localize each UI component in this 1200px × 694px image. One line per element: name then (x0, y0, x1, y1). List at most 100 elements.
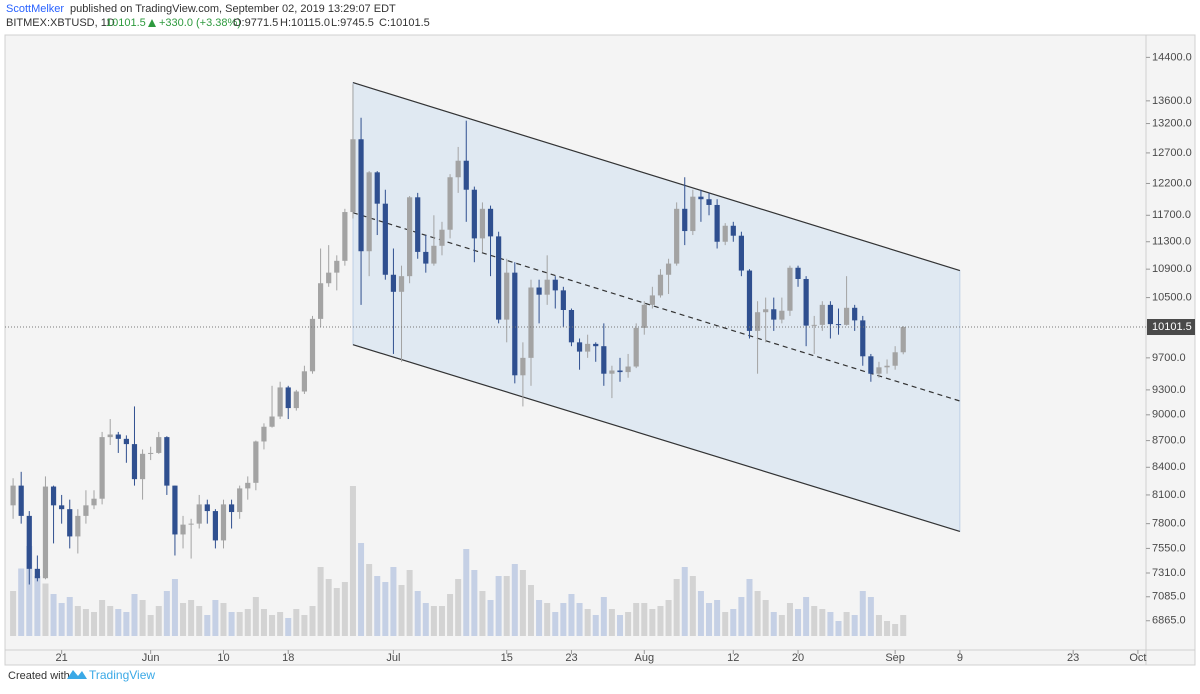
volume-bar (171, 579, 178, 636)
volume-bar (503, 576, 510, 636)
x-tick-label: 9 (957, 652, 963, 664)
volume-bar (455, 579, 462, 636)
candle-body (439, 229, 445, 246)
volume-bar (770, 612, 777, 636)
volume-bar (827, 612, 834, 636)
y-tick-label: 8400.0 (1152, 461, 1186, 473)
candle-body (301, 371, 308, 392)
candle-body (738, 235, 744, 271)
candle-body (75, 515, 81, 537)
candle-body (115, 434, 121, 439)
candle-body (91, 498, 97, 506)
candle-body (10, 485, 16, 506)
last-price-label: 10101.5 (1152, 321, 1192, 333)
volume-bar (438, 606, 445, 636)
volume-bar (414, 591, 421, 636)
candle-body (285, 387, 291, 409)
volume-bar (649, 609, 656, 636)
x-tick-label: Jun (142, 652, 160, 664)
candle-body (326, 272, 332, 284)
candle-body (487, 208, 494, 237)
volume-bar (430, 606, 437, 636)
last-price-box (1147, 319, 1195, 336)
candle-body (382, 203, 388, 275)
volume-bar (762, 600, 769, 636)
x-tick-label: 23 (565, 652, 577, 664)
candle-body (358, 139, 364, 252)
ohlc-low: L:9745.5 (331, 17, 374, 29)
footer-created: Created with (8, 670, 70, 682)
candle-body (852, 307, 858, 321)
candle-body (884, 365, 890, 368)
candle-body (309, 318, 316, 372)
candle-body (698, 196, 704, 200)
volume-bar (228, 612, 235, 636)
candle-body (269, 416, 275, 427)
volume-bar (560, 603, 567, 636)
logo (67, 670, 87, 679)
volume-bar (293, 609, 300, 636)
volume-bar (107, 606, 114, 636)
author[interactable]: ScottMelker (6, 3, 64, 15)
candle-body (99, 437, 105, 499)
candle-body (415, 197, 421, 252)
volume-bar (568, 594, 575, 636)
y-tick-label: 7310.0 (1152, 567, 1186, 579)
volume-bar (285, 618, 292, 636)
candle-body (771, 309, 777, 320)
volume-bar (819, 609, 826, 636)
volume-bar (527, 585, 534, 636)
y-tick-label: 7800.0 (1152, 518, 1186, 530)
y-tick-label: 11700.0 (1152, 209, 1191, 221)
y-tick-label: 12200.0 (1152, 177, 1192, 189)
candle-body (123, 438, 129, 445)
y-tick-label: 14400.0 (1152, 51, 1192, 63)
volume-bar (859, 591, 866, 636)
volume-bar (358, 543, 365, 636)
candle-body (172, 485, 178, 535)
candle-body (204, 504, 210, 512)
volume-bar (544, 603, 551, 636)
volume-bar (18, 568, 25, 636)
volume-bar (422, 603, 429, 636)
x-tick-label: 15 (501, 652, 513, 664)
volume-bar (188, 600, 195, 636)
volume-bar (333, 588, 340, 636)
volume-bar (463, 549, 470, 636)
y-tick-label: 11300.0 (1152, 236, 1191, 248)
candle-body (803, 278, 809, 326)
candle-body (188, 523, 194, 525)
volume-bar (722, 612, 729, 636)
volume-bar (220, 603, 227, 636)
y-tick-label: 7550.0 (1152, 542, 1186, 554)
volume-bar (625, 612, 632, 636)
volume-bar (811, 606, 818, 636)
volume-bar (26, 546, 33, 636)
volume-bar (536, 600, 543, 636)
volume-bar (633, 603, 640, 636)
published: published on TradingView.com, September … (70, 3, 396, 15)
ohlc-close: C:10101.5 (379, 17, 430, 29)
candle-body (860, 320, 866, 357)
y-tick-label: 10500.0 (1152, 291, 1192, 303)
candle-body (334, 260, 340, 273)
candle-body (876, 367, 882, 374)
candle-body (67, 509, 73, 537)
volume-bar (495, 576, 502, 636)
volume-bar (382, 582, 389, 636)
volume-bar (608, 609, 615, 636)
candle-body (512, 272, 518, 376)
volume-bar (471, 570, 478, 636)
candle-body (34, 568, 40, 579)
candle-body (754, 312, 761, 331)
volume-bar (576, 603, 583, 636)
candle-body (277, 387, 283, 417)
candle-body (819, 304, 825, 325)
candle-body (293, 391, 299, 409)
footer-brand[interactable]: TradingView (89, 668, 155, 682)
candle-body (350, 139, 356, 213)
candle-body (59, 505, 65, 510)
volume-bar (657, 606, 664, 636)
candle-body (560, 290, 566, 310)
